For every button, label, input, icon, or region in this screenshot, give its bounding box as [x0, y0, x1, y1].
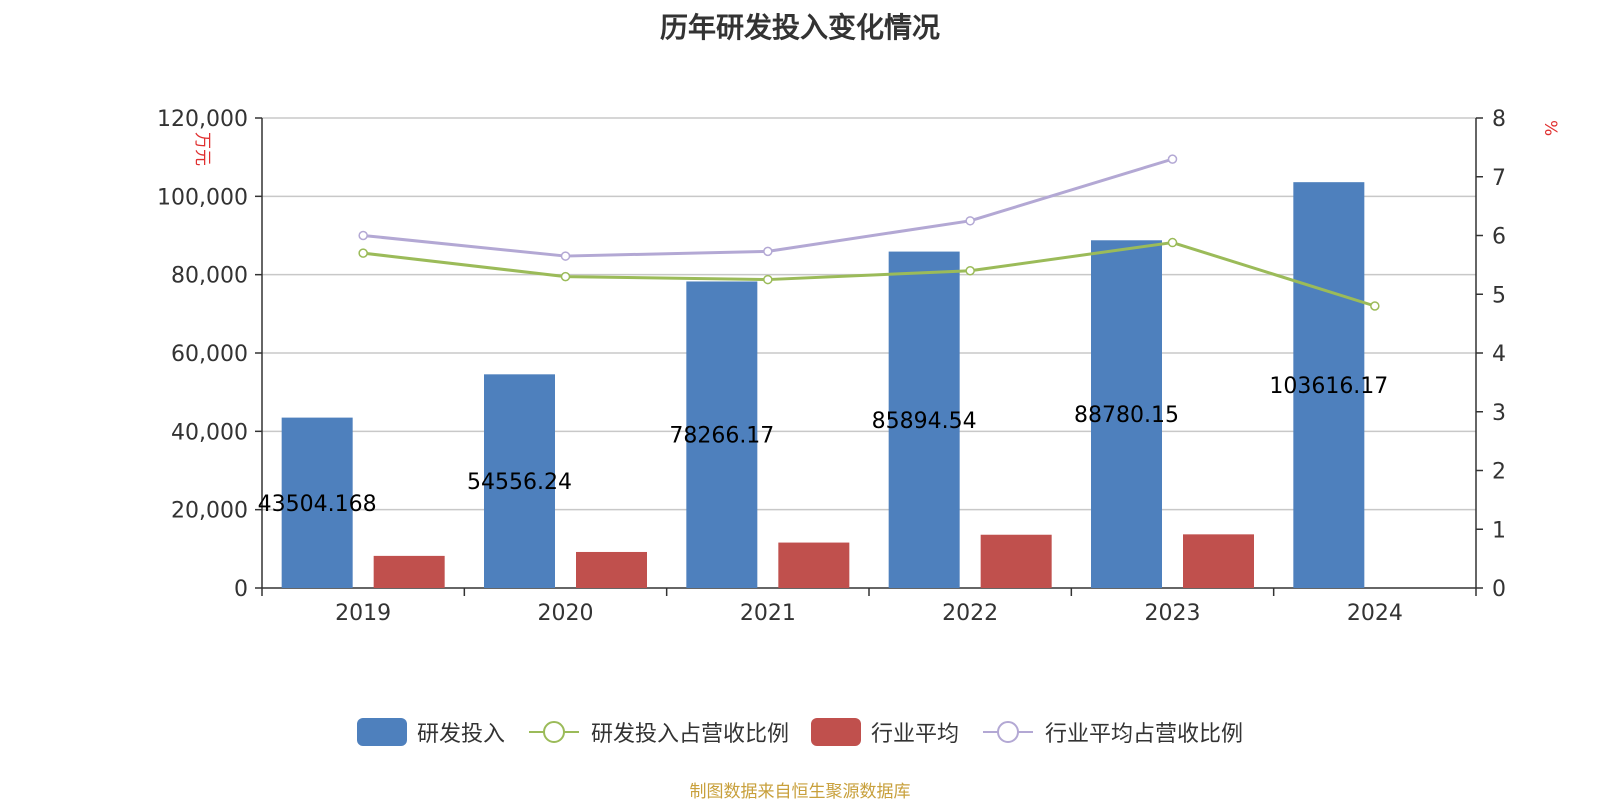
chart-title: 历年研发投入变化情况	[659, 11, 940, 44]
bar-industry-average	[980, 534, 1052, 588]
legend-label: 行业平均	[871, 722, 960, 747]
y-left-tick-label: 0	[234, 577, 248, 602]
bar-rd-investment	[1293, 182, 1365, 589]
bar-rd-investment	[686, 281, 758, 588]
x-tick-label: 2024	[1347, 601, 1403, 626]
x-tick-label: 2022	[942, 601, 998, 626]
legend-swatch-bar-icon	[811, 718, 861, 746]
y-right-tick-label: 6	[1492, 225, 1506, 250]
point-rd-ratio	[763, 274, 773, 285]
legend-label: 研发投入占营收比例	[590, 722, 789, 747]
legend-item-rd-ratio[interactable]: 研发投入占营收比例	[527, 716, 789, 748]
point-industry-ratio	[965, 216, 975, 226]
plot-area: 0 20,000 40,000 60,000 80,000 100,000 120,000 0…	[157, 107, 1560, 626]
y-left-axis-label: 万元	[192, 132, 212, 166]
legend-swatch-bar-icon	[356, 718, 407, 746]
y-right-tick-label: 8	[1492, 107, 1506, 132]
legend: 研发投入 研发投入占营收比例 行业平均 行业平均占营收比例	[0, 716, 1600, 748]
x-tick-label: 2020	[538, 601, 594, 626]
bar-rd-investment	[1091, 240, 1162, 588]
bars	[281, 182, 1365, 589]
bar-data-label: 88780.15	[1074, 403, 1179, 428]
source-note: 制图数据来自恒生聚源数据库	[689, 782, 911, 802]
y-right-tick-label: 7	[1492, 166, 1506, 191]
data-labels: 43504.168 54556.24 78266.17 85894.54 88780.1…	[258, 374, 1389, 517]
y-right-tick-label: 2	[1492, 460, 1506, 485]
point-rd-ratio	[1370, 301, 1380, 311]
point-rd-ratio	[965, 266, 975, 276]
legend-item-rd-investment[interactable]: 研发投入	[356, 716, 505, 748]
bar-industry-average	[576, 551, 647, 588]
point-rd-ratio	[560, 271, 571, 282]
y-right-tick-label: 4	[1492, 342, 1506, 367]
y-left-tick-label: 20,000	[171, 499, 248, 524]
x-tick-label: 2019	[335, 601, 391, 626]
y-right-tick-label: 0	[1492, 577, 1506, 602]
legend-line-marker-icon	[983, 721, 1034, 743]
line-industry-ratio	[363, 157, 1173, 258]
y-right-tick-label: 1	[1492, 518, 1506, 543]
point-rd-ratio	[358, 248, 368, 258]
y-right-tick-label: 5	[1492, 283, 1506, 308]
point-industry-ratio	[560, 251, 571, 261]
y-left-tick-label: 100,000	[157, 185, 248, 210]
point-industry-ratio	[358, 230, 368, 241]
y-right-axis-label: %	[1540, 120, 1560, 136]
line-rd-ratio	[362, 241, 1376, 308]
axes: 0 20,000 40,000 60,000 80,000 100,000 120,000 0…	[157, 107, 1560, 626]
point-industry-ratio	[763, 246, 773, 257]
y-left-tick-label: 60,000	[171, 342, 248, 367]
y-left-tick-label: 40,000	[171, 420, 248, 445]
legend-item-industry-average[interactable]: 行业平均	[811, 716, 959, 748]
bar-industry-average	[1183, 534, 1254, 588]
legend-item-industry-ratio[interactable]: 行业平均占营收比例	[981, 716, 1243, 748]
bar-data-label: 103616.17	[1269, 374, 1388, 399]
legend-label: 研发投入	[416, 722, 505, 747]
bar-rd-investment	[888, 251, 960, 588]
x-tick-label: 2021	[740, 601, 796, 626]
bar-industry-average	[778, 542, 850, 588]
lines	[358, 154, 1380, 311]
point-rd-ratio	[1167, 237, 1178, 248]
bar-data-label: 43504.168	[258, 492, 377, 517]
legend-line-marker-icon	[528, 721, 579, 743]
bar-industry-average	[373, 555, 445, 588]
bar-data-label: 85894.54	[872, 409, 977, 434]
y-left-tick-label: 80,000	[171, 264, 248, 289]
bar-rd-investment	[281, 417, 353, 588]
bar-rd-investment	[484, 374, 555, 588]
y-left-tick-label: 120,000	[157, 107, 248, 132]
legend-label: 行业平均占营收比例	[1045, 722, 1244, 747]
bar-data-label: 54556.24	[467, 470, 572, 495]
x-tick-label: 2023	[1145, 601, 1201, 626]
bar-data-label: 78266.17	[669, 424, 774, 449]
y-right-tick-label: 3	[1492, 401, 1506, 426]
point-industry-ratio	[1167, 154, 1178, 164]
